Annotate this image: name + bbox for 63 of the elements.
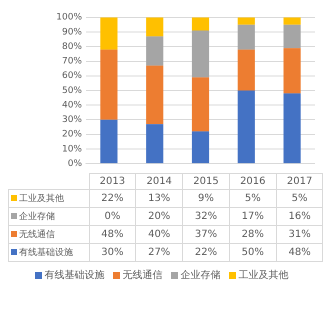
bar — [146, 124, 164, 164]
bar — [192, 17, 210, 31]
y-tick-label: 70% — [62, 56, 82, 67]
data-label: 27% — [136, 244, 183, 262]
data-label: 9% — [182, 190, 230, 208]
y-tick-label: 50% — [62, 86, 82, 96]
bar — [238, 24, 255, 50]
legend-label: 有线基础设施 — [19, 248, 73, 258]
data-label: 5% — [229, 190, 276, 208]
bar — [100, 17, 118, 50]
data-label: 20% — [136, 208, 183, 226]
bar — [284, 24, 301, 48]
y-tick-label: 30% — [62, 115, 82, 126]
y-tick-label: 60% — [62, 71, 82, 82]
bar — [192, 131, 210, 164]
data-label: 13% — [136, 190, 183, 208]
data-label: 22% — [182, 244, 230, 262]
y-tick-label: 80% — [62, 42, 82, 52]
text: 工业及其他 — [238, 270, 288, 281]
data-label: 28% — [229, 226, 276, 244]
data-label: 32% — [182, 208, 230, 226]
bar — [238, 50, 255, 90]
data-label: 48% — [89, 226, 136, 244]
bar — [100, 120, 118, 164]
bar — [238, 90, 255, 164]
bar — [192, 30, 210, 78]
x-tick-label: 2016 — [229, 174, 276, 190]
y-tick-label: 20% — [62, 130, 82, 140]
bar — [284, 17, 301, 25]
y-tick-label: 90% — [62, 27, 82, 38]
data-label: 17% — [229, 208, 276, 226]
data-label: 37% — [182, 226, 230, 244]
x-tick-label: 2014 — [136, 174, 183, 190]
data-label: 31% — [276, 226, 323, 244]
x-tick-label: 2017 — [276, 174, 323, 190]
bar — [284, 93, 301, 164]
text: 有线基础设施 — [44, 270, 104, 281]
y-tick-label: 40% — [62, 100, 82, 110]
bar — [146, 36, 164, 66]
legend-label: 工业及其他 — [19, 194, 64, 204]
x-tick-label: 2015 — [182, 174, 230, 190]
data-label: 50% — [229, 244, 276, 262]
data-label: 16% — [276, 208, 323, 226]
y-tick-label: 0% — [68, 158, 82, 169]
data-label: 48% — [276, 244, 323, 262]
text: 无线通信 — [122, 270, 162, 281]
y-tick-label: 10% — [62, 144, 82, 154]
bar — [146, 17, 164, 36]
bar — [284, 48, 301, 94]
x-tick-label: 2013 — [89, 174, 136, 190]
legend-label: 无线通信 — [19, 230, 55, 240]
text: 企业存储 — [180, 270, 220, 281]
y-tick-label: 100% — [56, 12, 82, 23]
data-label: 5% — [276, 190, 323, 208]
bar — [146, 66, 164, 124]
legend-label: 企业存储 — [19, 212, 55, 222]
data-label: 0% — [89, 208, 136, 226]
bar — [100, 50, 118, 120]
data-label: 40% — [136, 226, 183, 244]
data-label: 22% — [89, 190, 136, 208]
data-label: 30% — [89, 244, 136, 262]
bar — [238, 17, 255, 25]
bar — [192, 77, 210, 132]
